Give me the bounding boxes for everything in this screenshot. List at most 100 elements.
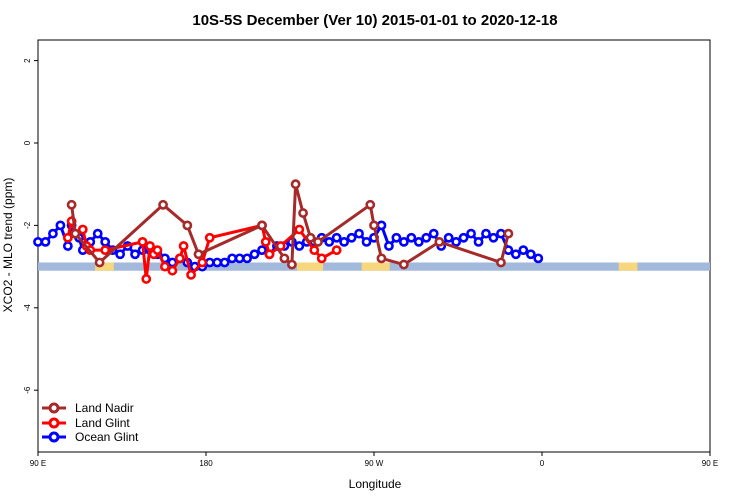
point-land-glint-15 <box>178 241 189 251</box>
point-land-nadir-12 <box>313 236 323 247</box>
point-land-glint-12 <box>160 261 170 272</box>
point-land-glint-3 <box>77 224 88 235</box>
point-ocean-glint-30 <box>249 249 260 260</box>
point-land-nadir-19 <box>503 228 514 239</box>
point-ocean-glint-62 <box>488 232 499 243</box>
y-axis-label: XCO2 - MLO trend (ppm) <box>1 178 15 313</box>
point-land-glint-24 <box>309 245 320 256</box>
point-ocean-glint-53 <box>421 232 432 243</box>
point-ocean-glint-49 <box>391 232 402 243</box>
x-tick-label-0: 90 E <box>30 459 46 468</box>
point-land-glint-23 <box>294 224 305 235</box>
point-ocean-glint-51 <box>406 232 417 243</box>
point-land-nadir-17 <box>434 236 445 247</box>
point-land-glint-13 <box>167 265 178 276</box>
point-land-nadir-7 <box>279 253 290 264</box>
point-land-nadir-0 <box>66 199 77 210</box>
point-ocean-glint-36 <box>294 241 305 251</box>
x-tick-label-4: 90 E <box>702 459 718 468</box>
point-land-nadir-5 <box>193 249 204 260</box>
point-ocean-glint-31 <box>257 245 267 256</box>
point-land-nadir-6 <box>257 220 267 231</box>
point-ocean-glint-57 <box>451 236 462 247</box>
point-ocean-glint-47 <box>376 220 387 231</box>
point-land-glint-16 <box>186 269 196 280</box>
point-land-glint-21 <box>264 249 275 260</box>
x-tick-label-2: 90 W <box>365 459 384 468</box>
point-land-nadir-18 <box>496 257 506 268</box>
point-land-nadir-3 <box>158 199 168 210</box>
point-ocean-glint-56 <box>443 232 454 243</box>
point-land-glint-26 <box>331 245 342 256</box>
point-ocean-glint-59 <box>466 228 476 239</box>
point-land-glint-11 <box>152 245 163 256</box>
point-ocean-glint-68 <box>533 253 544 264</box>
point-ocean-glint-2 <box>48 228 58 239</box>
point-ocean-glint-63 <box>496 228 506 239</box>
y-tick-label-3: -4 <box>23 304 32 312</box>
point-ocean-glint-40 <box>324 236 335 247</box>
point-ocean-glint-44 <box>354 228 364 239</box>
legend-marker-land-glint <box>48 417 60 429</box>
point-land-glint-7 <box>137 236 148 247</box>
legend-label-land-glint: Land Glint <box>75 416 130 430</box>
point-land-nadir-9 <box>290 179 301 190</box>
point-ocean-glint-43 <box>346 232 357 243</box>
point-ocean-glint-0 <box>33 236 43 247</box>
point-land-nadir-13 <box>365 199 376 210</box>
point-land-nadir-16 <box>398 259 409 270</box>
point-ocean-glint-3 <box>55 220 66 231</box>
point-land-nadir-1 <box>70 228 81 239</box>
point-land-nadir-10 <box>298 208 308 218</box>
point-land-glint-20 <box>260 236 271 247</box>
point-ocean-glint-14 <box>130 249 140 260</box>
point-ocean-glint-48 <box>384 241 394 251</box>
point-land-glint-8 <box>141 274 152 284</box>
point-ocean-glint-25 <box>212 257 223 268</box>
point-ocean-glint-67 <box>525 249 536 260</box>
point-ocean-glint-29 <box>242 253 252 264</box>
point-ocean-glint-12 <box>115 249 126 260</box>
point-land-nadir-4 <box>182 220 193 231</box>
point-land-glint-25 <box>316 253 327 264</box>
point-ocean-glint-58 <box>458 232 469 243</box>
point-land-nadir-14 <box>369 220 379 231</box>
legend-label-ocean-glint: Ocean Glint <box>75 430 139 444</box>
point-land-glint-14 <box>174 253 185 264</box>
point-land-nadir-8 <box>286 259 297 270</box>
point-ocean-glint-45 <box>361 236 372 247</box>
point-ocean-glint-42 <box>339 236 350 247</box>
point-ocean-glint-50 <box>398 236 409 247</box>
point-ocean-glint-1 <box>40 236 51 247</box>
point-ocean-glint-61 <box>481 228 491 239</box>
point-ocean-glint-54 <box>428 228 439 239</box>
y-tick-label-0: 2 <box>23 58 32 63</box>
land-band-group <box>38 262 710 271</box>
point-ocean-glint-4 <box>62 241 73 251</box>
land-band-1 <box>296 262 324 271</box>
point-ocean-glint-28 <box>234 253 245 264</box>
point-land-nadir-2 <box>94 257 105 268</box>
point-ocean-glint-27 <box>227 253 238 264</box>
legend: Land Nadir Land Glint Ocean Glint <box>42 401 139 444</box>
point-ocean-glint-24 <box>204 257 215 268</box>
legend-label-land-nadir: Land Nadir <box>75 401 134 415</box>
x-tick-label-3: 0 <box>540 459 545 468</box>
point-land-glint-17 <box>197 257 208 268</box>
point-ocean-glint-52 <box>413 236 424 247</box>
x-axis-label: Longitude <box>349 477 402 491</box>
point-land-glint-18 <box>204 232 215 243</box>
point-land-nadir-15 <box>376 253 387 264</box>
land-band-3 <box>618 262 638 271</box>
land-band-2 <box>361 262 390 271</box>
y-tick-label-4: -6 <box>23 386 32 394</box>
series-group <box>33 179 544 284</box>
y-tick-label-2: -2 <box>23 221 32 229</box>
land-band-0 <box>95 262 114 271</box>
x-tick-label-1: 180 <box>199 459 213 468</box>
legend-marker-ocean-glint <box>48 431 60 443</box>
chart-title: 10S-5S December (Ver 10) 2015-01-01 to 2… <box>192 12 557 29</box>
axis-ticks: 90 E 180 90 W 0 90 E 2 0 -2 -4 -6 <box>23 58 718 468</box>
point-ocean-glint-10 <box>100 236 111 247</box>
